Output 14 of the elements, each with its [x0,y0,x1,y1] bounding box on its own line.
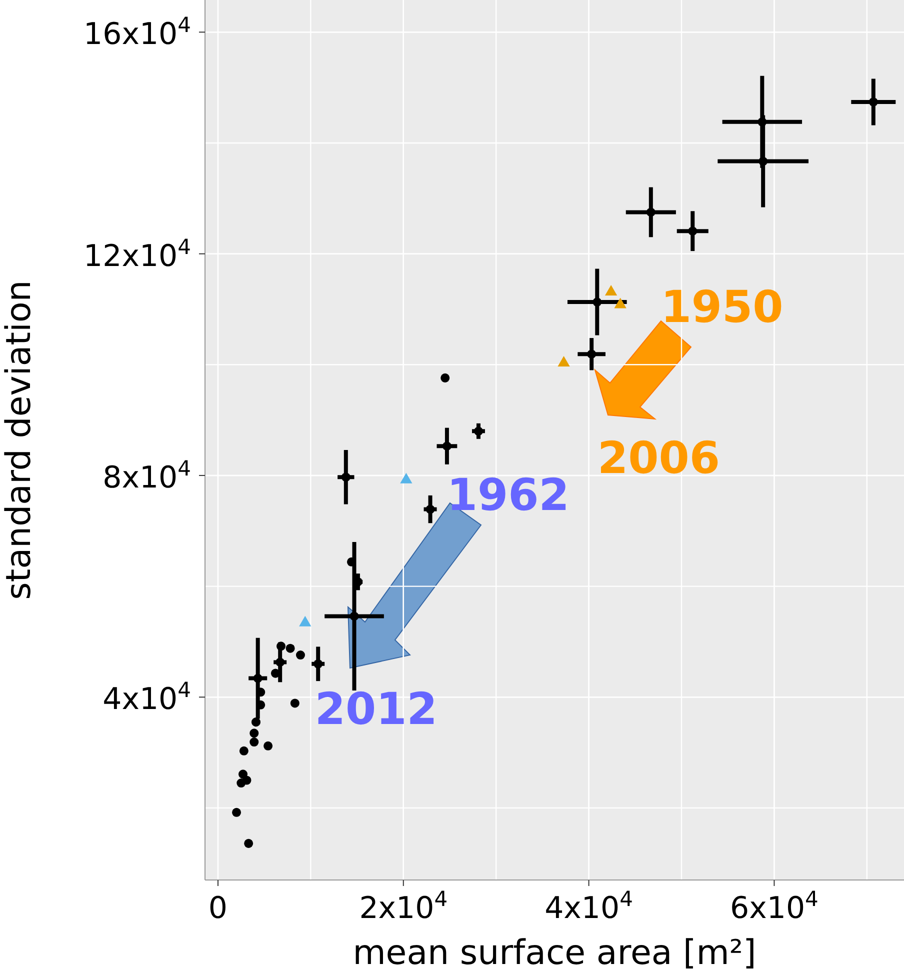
y-tick-label: 8x10$^{4}$ [102,456,191,496]
x-tick-label: 4x10$^{4}$ [544,887,633,926]
y-tick-label: 16x10$^{4}$ [84,13,191,52]
annotation: 2006 [598,432,720,484]
x-tick-label: 2x10$^{4}$ [359,887,448,926]
annotation: 2012 [314,684,438,735]
annotation: 1962 [446,470,570,521]
annotation: 1950 [660,282,784,334]
y-axis-title: standard deviation [0,280,40,600]
x-axis-title: mean surface area [m²] [352,933,756,973]
y-tick-label: 4x10$^{4}$ [102,678,191,718]
y-tick-label: 12x10$^{4}$ [84,234,191,274]
x-tick-label: 6x10$^{4}$ [730,887,818,926]
x-tick-label: 0 [208,891,228,926]
